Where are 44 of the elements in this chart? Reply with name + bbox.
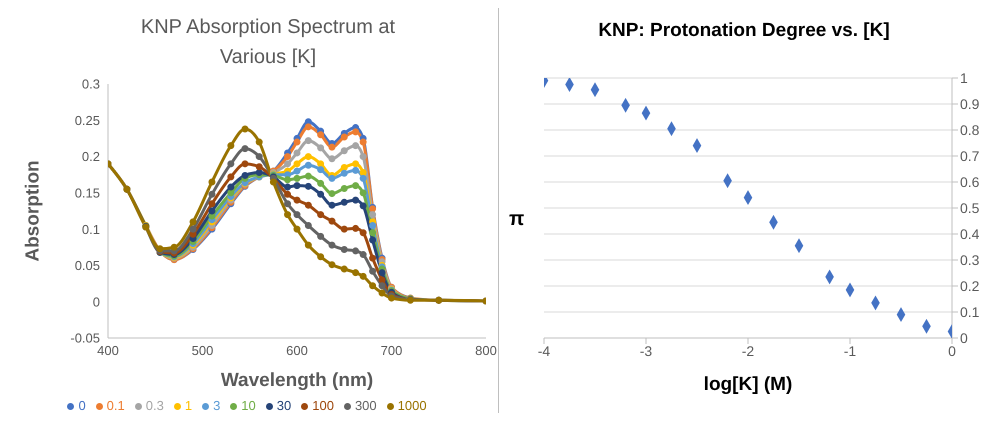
y-tick-label: 0.5 (960, 200, 980, 216)
y-tick-label: 0.2 (960, 278, 980, 294)
y-tick-label: 0.05 (74, 258, 100, 274)
x-tick-label: 0 (948, 342, 956, 359)
y-tick-label: 0.3 (82, 76, 100, 92)
chart-title: KNP Absorption Spectrum at Various [K] (140, 15, 396, 70)
x-tick-label: -3 (640, 342, 652, 359)
legend-label: 300 (354, 398, 377, 413)
y-tick-label: 0.3 (960, 252, 980, 268)
legend-label: 30 (276, 398, 292, 413)
x-tick-label: 500 (192, 343, 214, 358)
x-tick-label: 700 (380, 343, 402, 358)
x-tick-label: -4 (538, 342, 550, 359)
chart-title: KNP: Protonation Degree vs. [K] (597, 20, 891, 42)
y-tick-label: 0.7 (960, 148, 980, 164)
x-tick-label: 800 (475, 343, 497, 358)
legend-label: 1000 (398, 398, 427, 413)
legend-label: 3 (213, 398, 220, 413)
legend-label: 10 (241, 398, 256, 413)
x-tick-label: -2 (742, 342, 754, 359)
y-tick-label: 0 (92, 294, 100, 310)
y-tick-label: 1 (960, 70, 968, 86)
y-tick-label: 0.6 (960, 174, 980, 190)
y-tick-label: 0.9 (960, 96, 980, 112)
x-tick-label: 600 (286, 343, 308, 358)
y-tick-label: 0.15 (74, 185, 100, 200)
legend-label: 100 (312, 398, 334, 413)
y-axis-title: π (509, 208, 524, 231)
y-tick-label: 0.1 (82, 222, 100, 237)
y-tick-label: -0.05 (70, 330, 100, 346)
y-axis-title: Absorption (22, 160, 44, 262)
x-axis-title: log[K] (M) (704, 374, 792, 395)
y-tick-label: 0.1 (960, 304, 980, 320)
legend-label: 0.3 (146, 398, 164, 413)
y-tick-label: 0 (960, 330, 968, 346)
y-tick-label: 0.25 (74, 112, 100, 128)
y-tick-label: 0.4 (960, 226, 980, 242)
x-axis-title: Wavelength (nm) (220, 370, 374, 391)
x-tick-label: -1 (844, 342, 856, 359)
y-tick-label: 0.2 (82, 149, 100, 164)
x-tick-label: 400 (97, 343, 119, 358)
legend-label: 0.1 (106, 398, 125, 413)
y-tick-label: 0.8 (960, 122, 980, 138)
legend-label: 1 (184, 398, 192, 413)
